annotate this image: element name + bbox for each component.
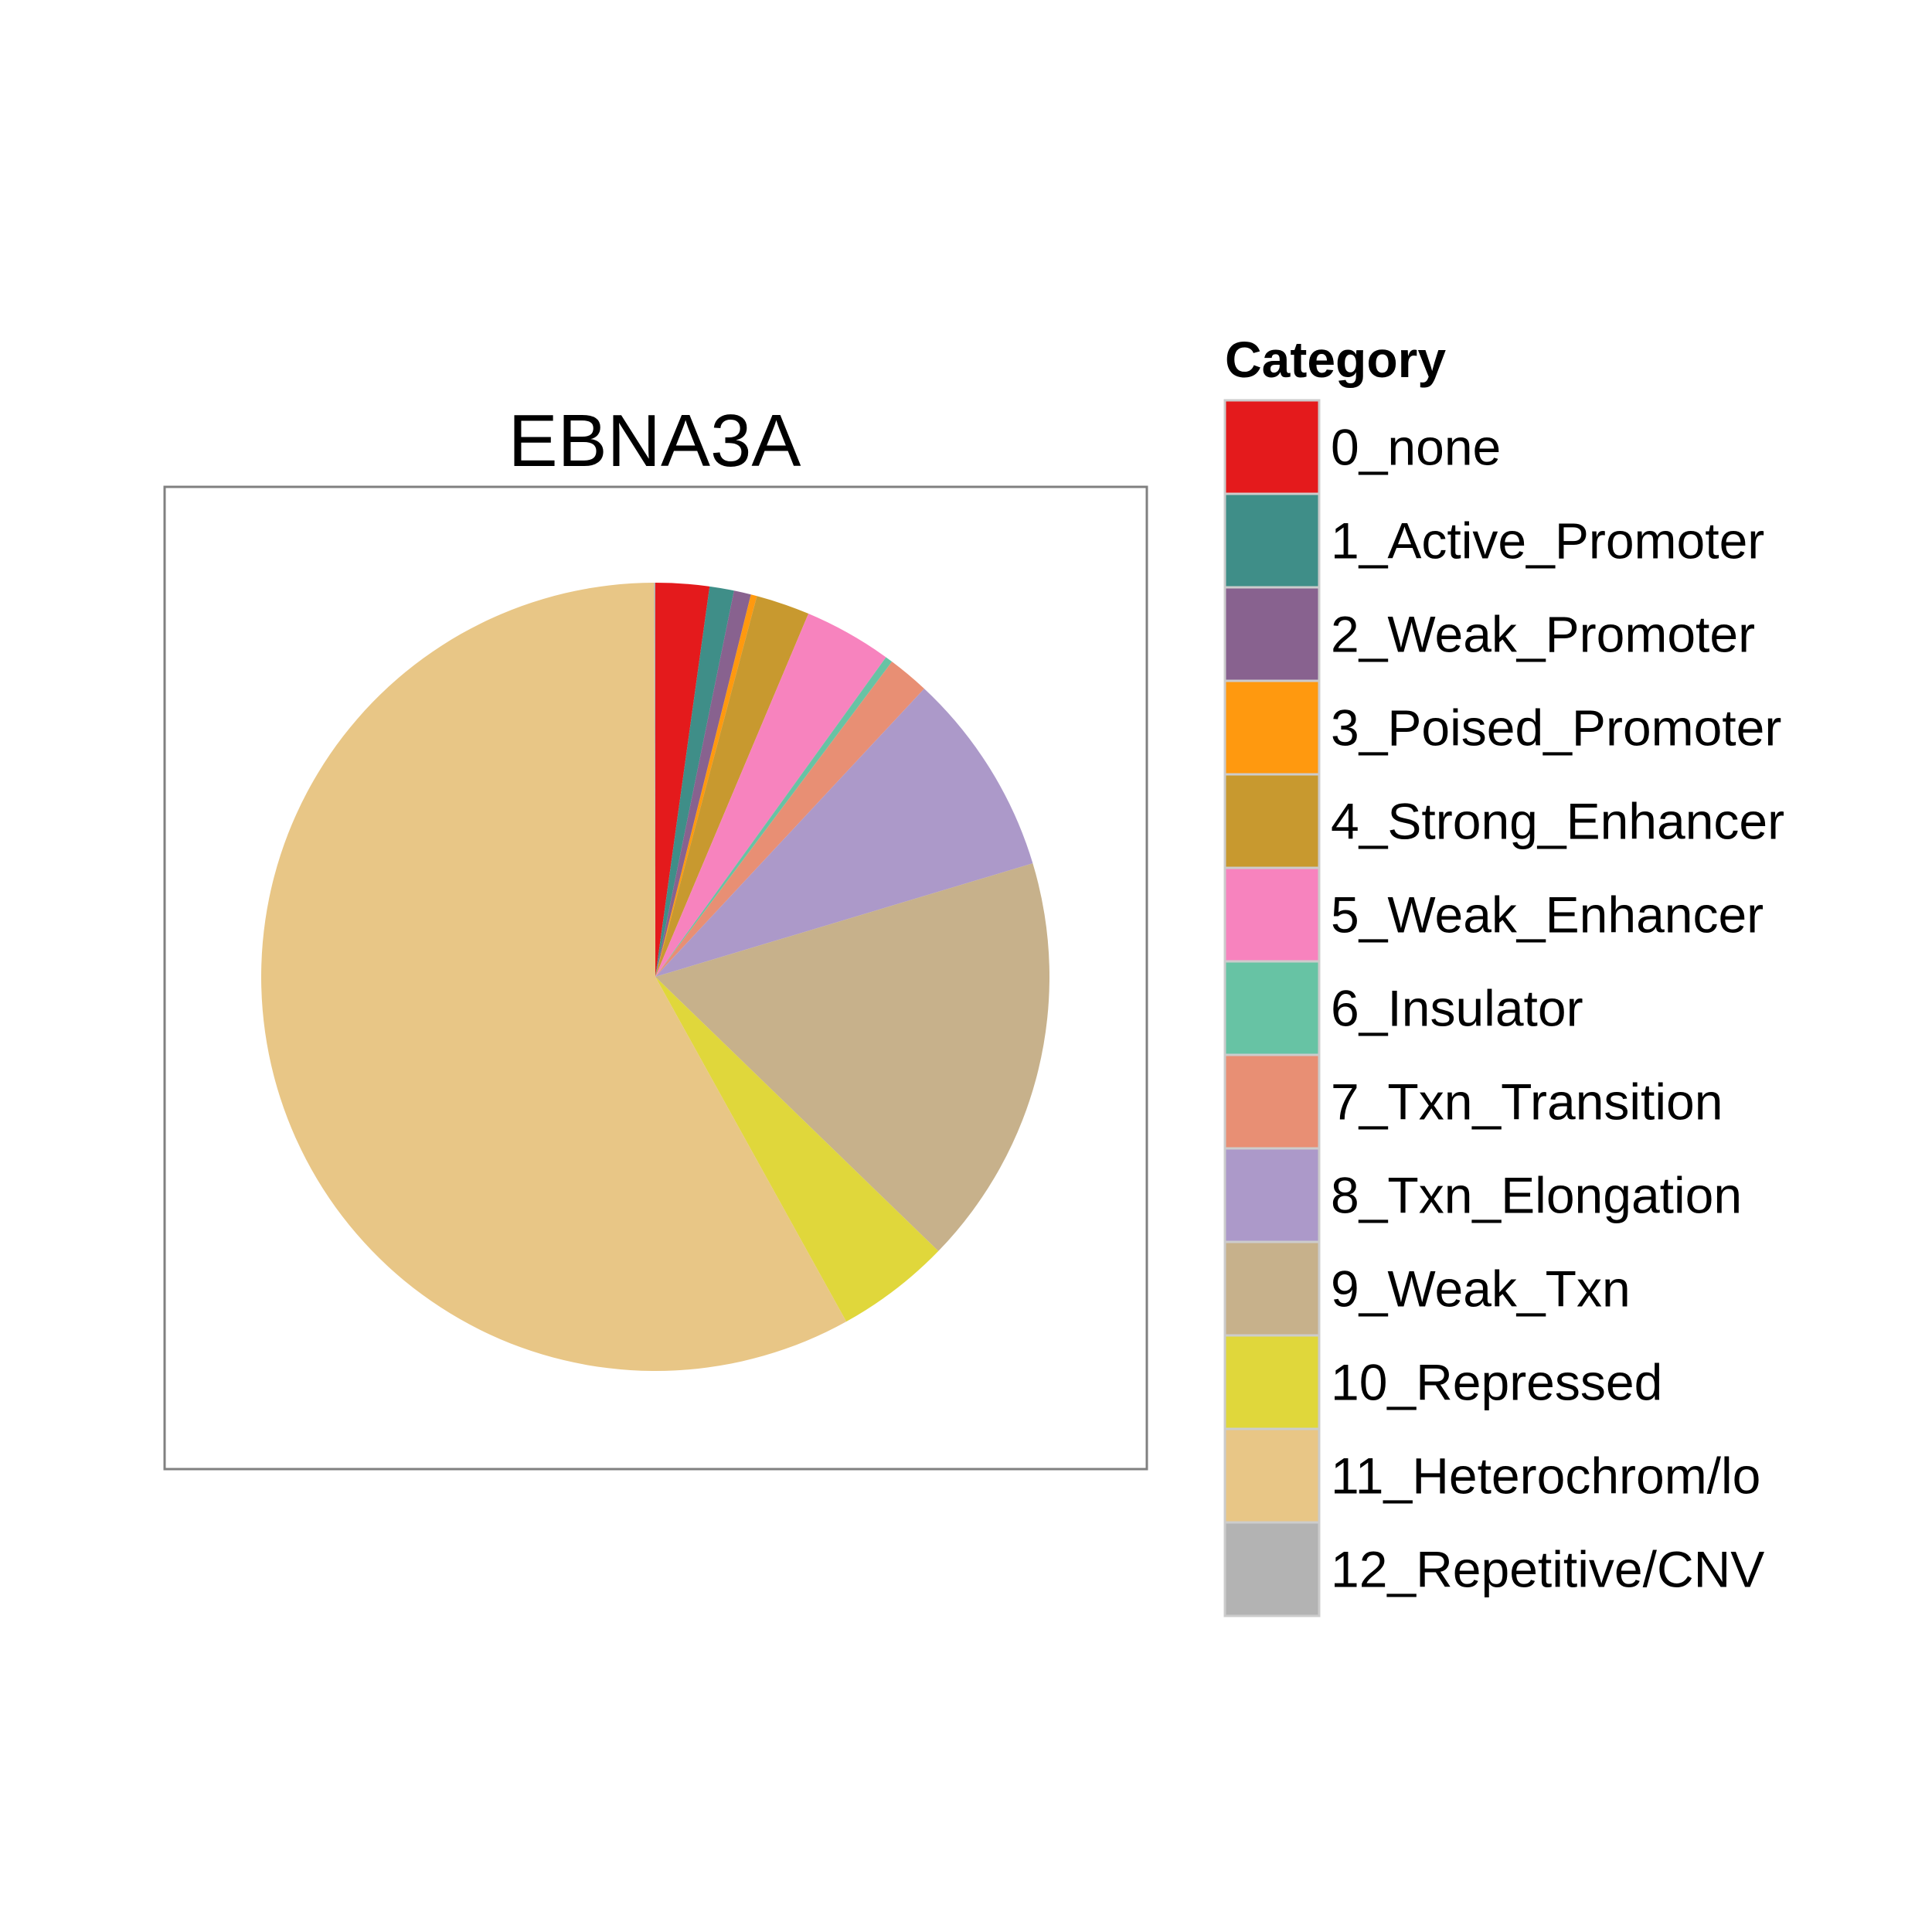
legend-label-12: 12_Repetitive/CNV	[1331, 1541, 1764, 1598]
pie-slice-8-txn-elongation	[655, 689, 1033, 977]
legend-key-4	[1223, 773, 1321, 869]
legend-key-8	[1223, 1147, 1321, 1243]
pie-slice-7-txn-transition	[655, 662, 924, 977]
pie-slice-9-weak-txn	[655, 863, 1050, 1251]
legend-key-10	[1223, 1334, 1321, 1430]
legend-label-7: 7_Txn_Transition	[1331, 1073, 1723, 1131]
chart-title: EBNA3A	[509, 400, 801, 482]
pie-slice-3-poised-promoter	[655, 594, 757, 977]
legend-label-0: 0_none	[1331, 419, 1501, 476]
legend-key-2	[1223, 586, 1321, 682]
pie-slice-0-none	[655, 583, 710, 977]
pie-slice-6-insulator	[655, 657, 893, 977]
legend-label-10: 10_Repressed	[1331, 1354, 1662, 1411]
pie-slice-10-repressed	[655, 977, 939, 1322]
legend: 0_none 1_Active_Promoter 2_Weak_Promoter 3_…	[1223, 399, 1784, 1617]
legend-label-6: 6_Insulator	[1331, 980, 1583, 1037]
legend-key-6	[1223, 960, 1321, 1056]
pie-slice-5-weak-enhancer	[655, 614, 886, 977]
legend-key-3	[1223, 679, 1321, 776]
legend-label-2: 2_Weak_Promoter	[1331, 606, 1755, 663]
legend-key-1	[1223, 492, 1321, 589]
legend-key-5	[1223, 866, 1321, 963]
legend-key-9	[1223, 1240, 1321, 1337]
legend-label-3: 3_Poised_Promoter	[1331, 699, 1781, 757]
legend-label-11: 11_Heterochrom/lo	[1331, 1447, 1760, 1505]
legend-key-7	[1223, 1053, 1321, 1150]
legend-key-0	[1223, 399, 1321, 495]
legend-key-11	[1223, 1427, 1321, 1524]
pie-slice-11-heterochrom-lo	[261, 583, 847, 1372]
legend-label-1: 1_Active_Promoter	[1331, 512, 1764, 570]
legend-label-9: 9_Weak_Txn	[1331, 1260, 1631, 1318]
pie-slice-4-strong-enhancer	[655, 596, 809, 977]
pie-slice-12-repetitive-cnv	[654, 583, 655, 977]
legend-label-5: 5_Weak_Enhancer	[1331, 886, 1764, 944]
legend-key-12	[1223, 1521, 1321, 1617]
legend-label-8: 8_Txn_Elongation	[1331, 1167, 1742, 1224]
legend-title: Category	[1225, 331, 1446, 388]
legend-label-4: 4_Strong_Enhancer	[1331, 793, 1784, 850]
pie-slices	[261, 583, 1050, 1372]
pie-slice-1-active-promoter	[655, 586, 734, 977]
pie-slice-2-weak-promoter	[655, 590, 751, 977]
panel-border	[163, 485, 1148, 1471]
